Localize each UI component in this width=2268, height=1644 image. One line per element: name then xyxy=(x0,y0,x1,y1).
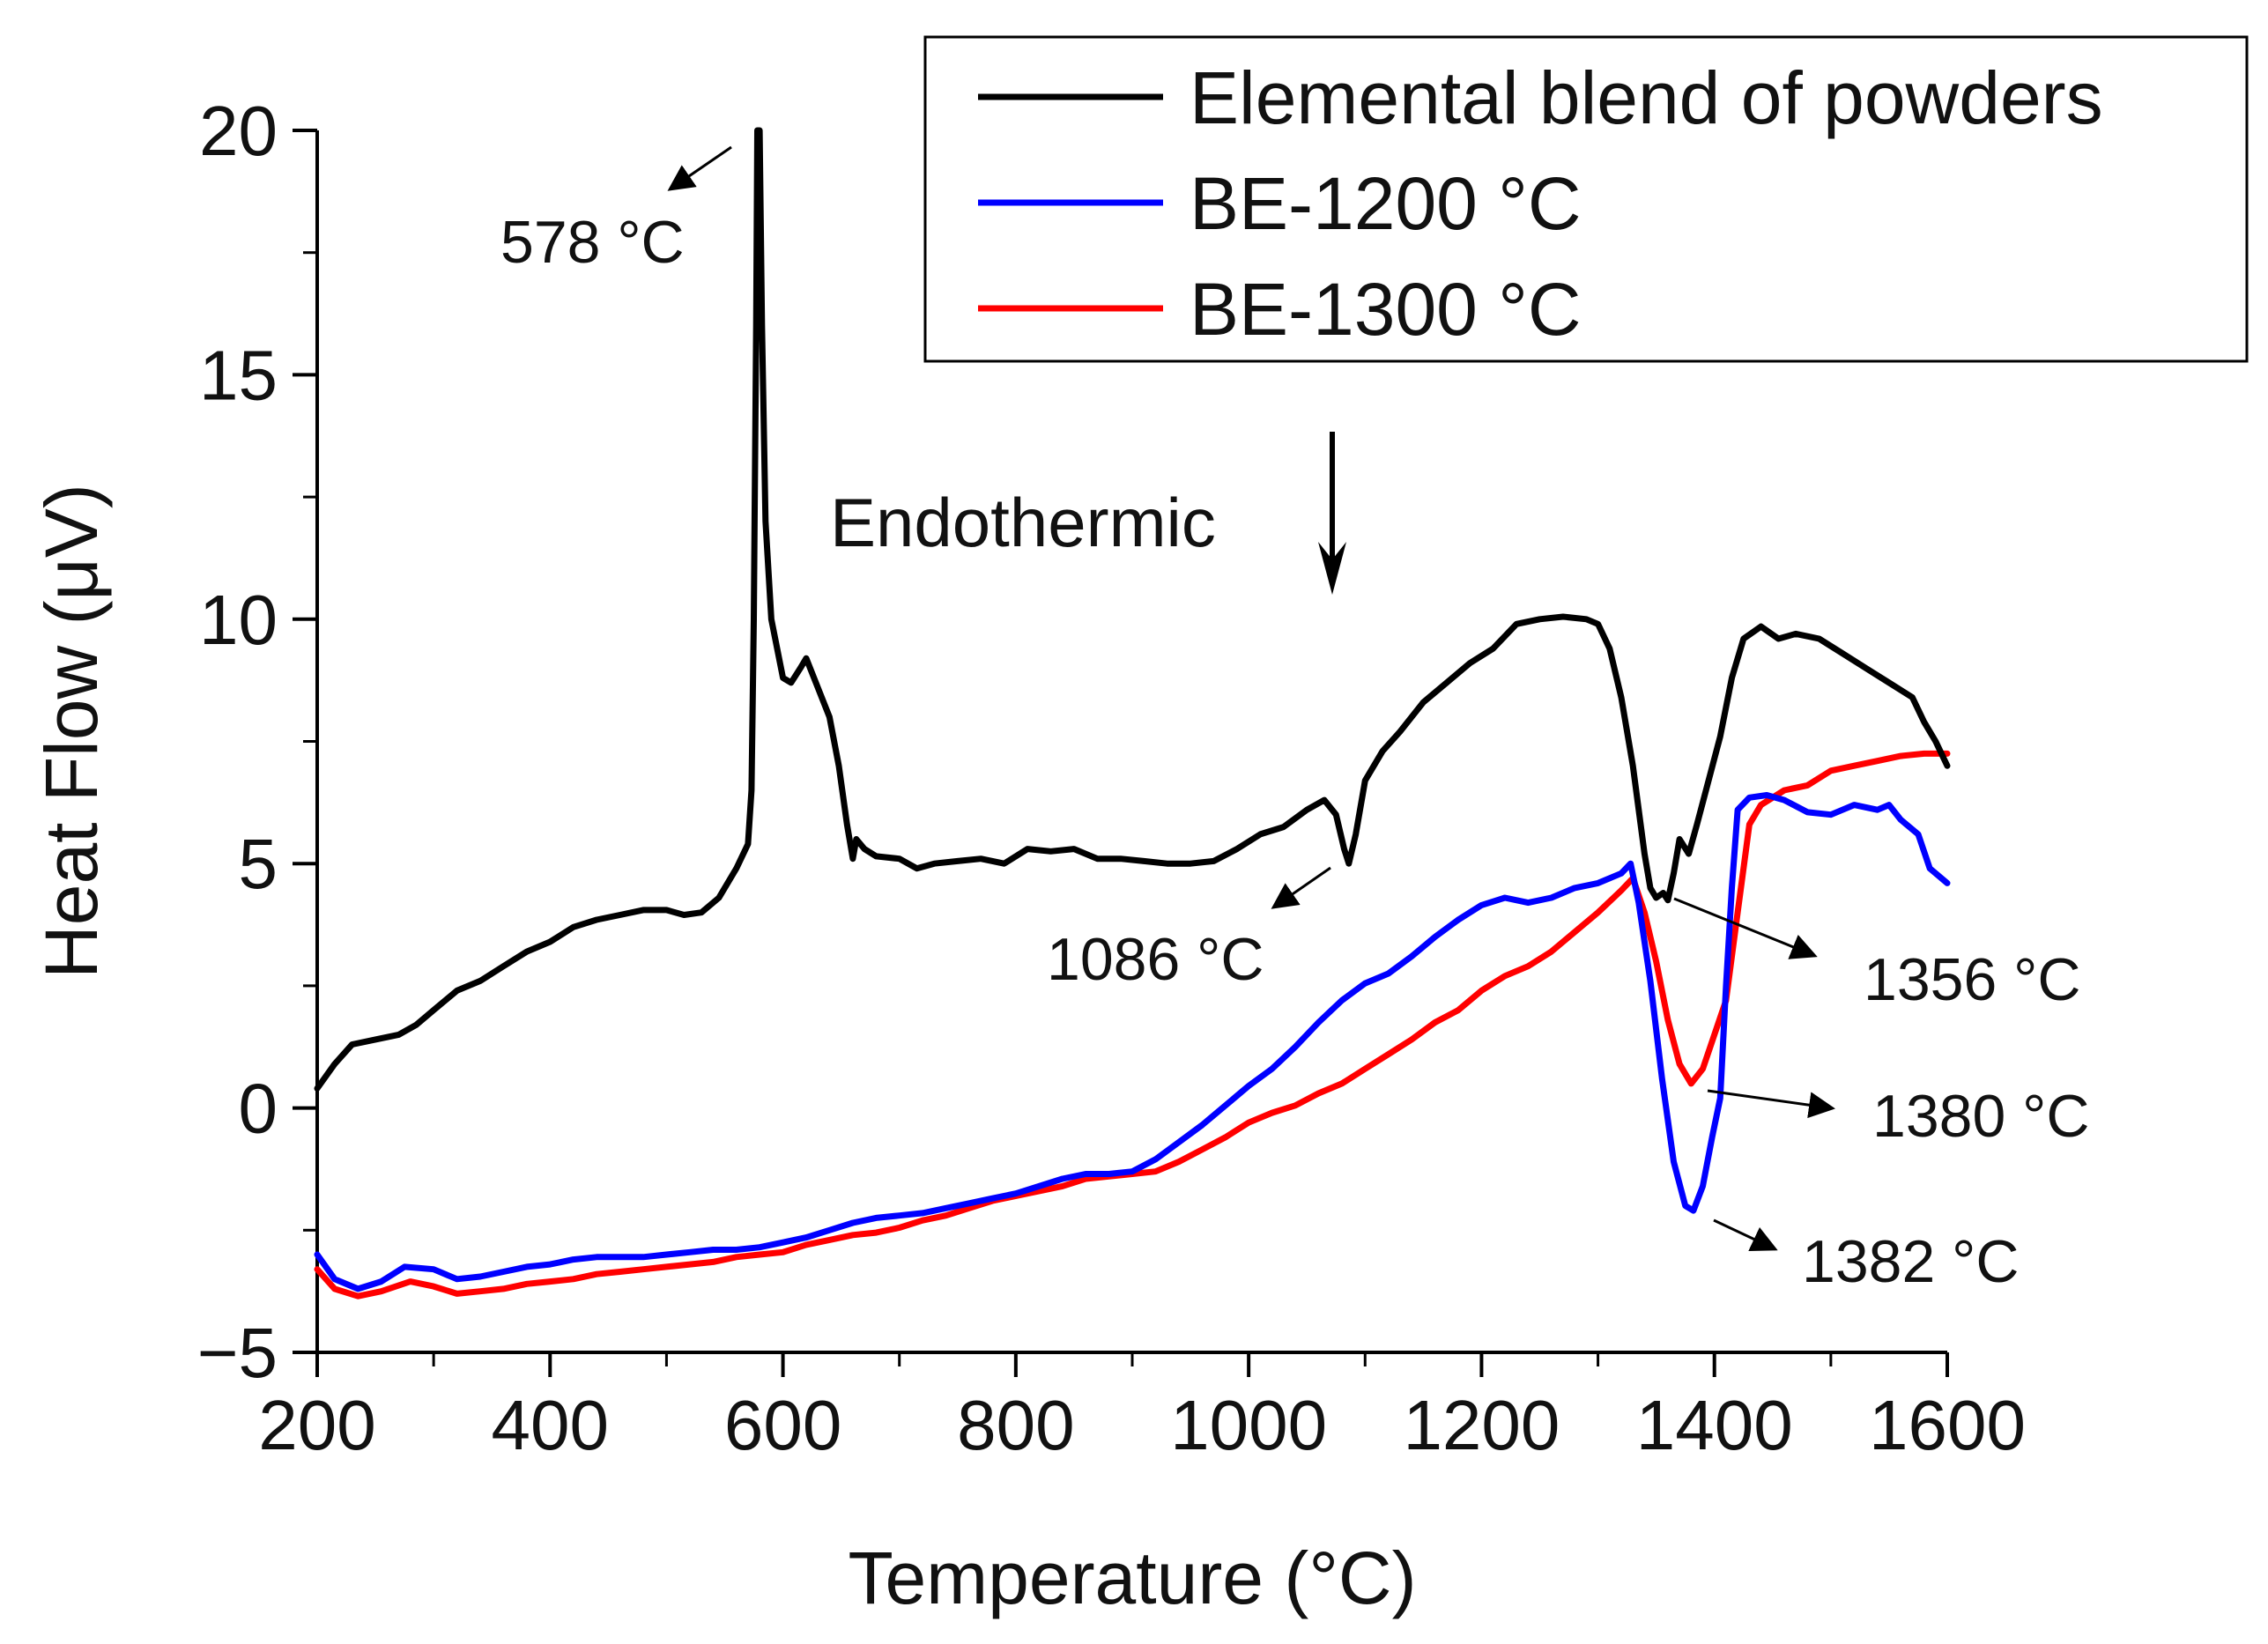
y-tick-label-15: 15 xyxy=(199,336,278,414)
x-tick-label-1400: 1400 xyxy=(1636,1386,1793,1464)
y-tick-label-0: 0 xyxy=(239,1070,278,1148)
series-line-be1200 xyxy=(314,792,1951,1292)
y-tick-label-10: 10 xyxy=(199,581,278,659)
endothermic-arrow-icon xyxy=(1318,432,1346,595)
x-tick-label-600: 600 xyxy=(724,1386,841,1464)
annotation-arrow-578 xyxy=(667,145,732,191)
series-layer xyxy=(314,127,1951,1300)
y-axis-ticks xyxy=(293,129,317,1354)
y-tick-label--5: −5 xyxy=(197,1314,278,1392)
x-axis-title: Temperature (°C) xyxy=(848,1537,1416,1619)
series-line-elemental xyxy=(314,127,1951,1092)
annotation-1382: 1382 °C xyxy=(1802,1228,2019,1295)
x-tick-label-200: 200 xyxy=(258,1386,375,1464)
series-line-be1300 xyxy=(314,750,1951,1300)
legend-label-be1300: BE-1300 °C xyxy=(1190,268,1582,351)
y-tick-label-20: 20 xyxy=(199,92,278,170)
legend-label-elemental: Elemental blend of powders xyxy=(1190,56,2103,139)
endothermic-label: Endothermic xyxy=(830,484,1216,561)
annotation-arrow-1382 xyxy=(1713,1218,1778,1252)
y-axis-title: Heat Flow (μV) xyxy=(30,484,113,979)
x-tick-label-1000: 1000 xyxy=(1170,1386,1327,1464)
legend-label-be1200: BE-1200 °C xyxy=(1190,162,1582,245)
annotation-1356: 1356 °C xyxy=(1864,946,2080,1013)
legend: Elemental blend of powders BE-1200 °C BE… xyxy=(923,35,2249,363)
annotation-arrow-1356 xyxy=(1673,897,1818,959)
x-tick-label-1600: 1600 xyxy=(1869,1386,2026,1464)
annotation-arrow-1086 xyxy=(1271,866,1331,909)
x-tick-label-800: 800 xyxy=(957,1386,1074,1464)
annotation-578: 578 °C xyxy=(500,209,685,276)
y-axis-tick-labels: 20 15 10 5 0 −5 xyxy=(197,92,278,1392)
x-tick-label-1200: 1200 xyxy=(1403,1386,1560,1464)
x-axis-ticks xyxy=(315,1352,1949,1377)
annotations: 578 °C 1086 °C 1356 °C 1380 °C 1382 °C E… xyxy=(500,145,2089,1295)
annotation-arrow-1380 xyxy=(1707,1089,1835,1119)
annotation-1380: 1380 °C xyxy=(1872,1083,2089,1150)
y-tick-label-5: 5 xyxy=(239,825,278,903)
x-tick-label-400: 400 xyxy=(492,1386,609,1464)
x-axis-tick-labels: 200 400 600 800 1000 1200 1400 1600 xyxy=(258,1386,2026,1464)
annotation-1086: 1086 °C xyxy=(1047,926,1264,993)
